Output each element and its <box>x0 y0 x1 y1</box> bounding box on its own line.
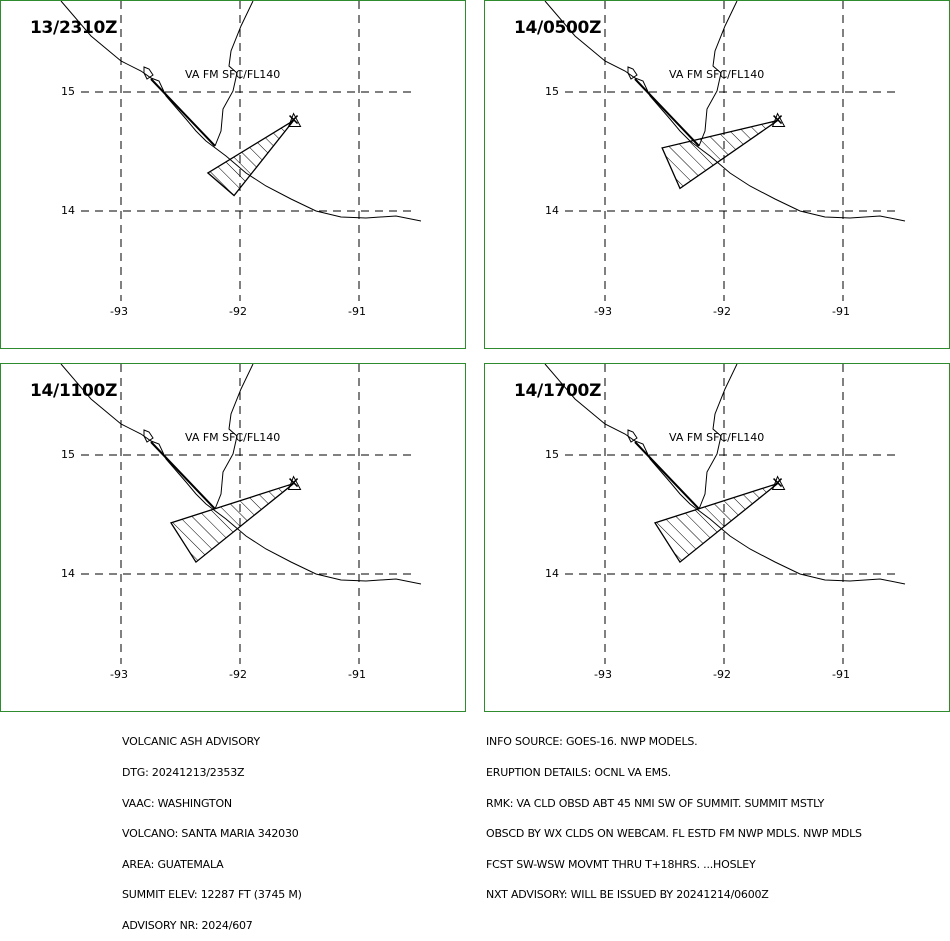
advisory-line: FCST SW-WSW MOVMT THRU T+18HRS. ...HOSLE… <box>486 857 756 871</box>
coast-inlet <box>627 429 638 443</box>
summit-x-icon <box>289 115 299 125</box>
advisory-line: VAAC: WASHINGTON <box>122 796 232 810</box>
volcano-triangle-icon <box>771 475 786 491</box>
advisory-right-block: INFO SOURCE: GOES-16. NWP MODELS. ERUPTI… <box>486 717 862 911</box>
panel-time-label: 14/1100Z <box>30 381 118 401</box>
latitude-label: 15 <box>61 448 75 461</box>
longitude-label: -91 <box>832 305 850 318</box>
ash-level-label: VA FM SFC/FL140 <box>185 431 281 444</box>
advisory-left-block: VOLCANIC ASH ADVISORY DTG: 20241213/2353… <box>122 717 302 941</box>
advisory-line: ADVISORY NR: 2024/607 <box>122 918 253 932</box>
longitude-label: -93 <box>110 305 128 318</box>
country-border <box>214 1 254 147</box>
map-canvas <box>544 1 906 301</box>
latitude-label: 15 <box>545 448 559 461</box>
forecast-panel: 14/1700Z VA FM SFC/FL140 15 14 -93 -92 -91 <box>484 363 950 712</box>
coastline <box>150 441 216 510</box>
coastline <box>60 364 422 585</box>
latitude-label: 14 <box>545 567 559 580</box>
advisory-line: ERUPTION DETAILS: OCNL VA EMS. <box>486 766 671 779</box>
map-canvas <box>544 364 906 664</box>
longitude-label: -91 <box>348 668 366 681</box>
ash-cloud-polygon <box>206 120 295 197</box>
coastline <box>544 364 906 585</box>
longitude-label: -93 <box>594 668 612 681</box>
advisory-line: AREA: GUATEMALA <box>122 857 224 871</box>
latitude-label: 14 <box>61 204 75 217</box>
country-border <box>698 364 738 510</box>
ash-cloud-polygon <box>653 482 778 564</box>
coastline <box>634 78 700 147</box>
longitude-label: -91 <box>832 668 850 681</box>
coast-inlet <box>627 66 638 80</box>
summit-x-icon <box>773 478 783 488</box>
coastline <box>150 78 216 147</box>
volcano-triangle-icon <box>287 475 302 491</box>
panel-time-label: 14/0500Z <box>514 18 602 38</box>
longitude-label: -93 <box>594 305 612 318</box>
country-border <box>698 1 738 147</box>
advisory-line: INFO SOURCE: GOES-16. NWP MODELS. <box>486 735 698 749</box>
map-canvas <box>60 1 422 301</box>
volcano-triangle-icon <box>771 112 786 128</box>
ash-cloud-polygon <box>169 482 294 564</box>
advisory-line: SUMMIT ELEV: 12287 FT (3745 M) <box>122 888 302 902</box>
forecast-panel: 13/2310Z VA FM SFC/FL140 15 14 -93 -92 -91 <box>0 0 466 349</box>
advisory-line: VOLCANIC ASH ADVISORY <box>122 735 260 749</box>
summit-x-icon <box>773 115 783 125</box>
longitude-label: -92 <box>229 668 247 681</box>
longitude-label: -91 <box>348 305 366 318</box>
latitude-label: 15 <box>61 85 75 98</box>
ash-cloud-polygon <box>661 119 778 190</box>
coastline <box>60 1 422 222</box>
ash-level-label: VA FM SFC/FL140 <box>669 68 765 81</box>
latitude-label: 14 <box>61 567 75 580</box>
longitude-label: -93 <box>110 668 128 681</box>
longitude-label: -92 <box>713 668 731 681</box>
advisory-line: OBSCD BY WX CLDS ON WEBCAM. FL ESTD FM N… <box>486 827 862 841</box>
forecast-panel: 14/1100Z VA FM SFC/FL140 15 14 -93 -92 -91 <box>0 363 466 712</box>
coastline <box>634 441 700 510</box>
summit-x-icon <box>289 478 299 488</box>
coast-inlet <box>143 429 154 443</box>
advisory-line: RMK: VA CLD OBSD ABT 45 NMI SW OF SUMMIT… <box>486 796 825 810</box>
map-canvas <box>60 364 422 664</box>
latitude-label: 14 <box>545 204 559 217</box>
advisory-line: DTG: 20241213/2353Z <box>122 766 245 779</box>
panel-time-label: 13/2310Z <box>30 18 118 38</box>
country-border <box>214 364 254 510</box>
latitude-label: 15 <box>545 85 559 98</box>
forecast-panel: 14/0500Z VA FM SFC/FL140 15 14 -93 -92 -91 <box>484 0 950 349</box>
ash-level-label: VA FM SFC/FL140 <box>669 431 765 444</box>
advisory-line: NXT ADVISORY: WILL BE ISSUED BY 20241214… <box>486 888 769 902</box>
longitude-label: -92 <box>713 305 731 318</box>
coast-inlet <box>143 66 154 80</box>
panel-time-label: 14/1700Z <box>514 381 602 401</box>
volcano-triangle-icon <box>287 112 302 128</box>
longitude-label: -92 <box>229 305 247 318</box>
ash-level-label: VA FM SFC/FL140 <box>185 68 281 81</box>
advisory-line: VOLCANO: SANTA MARIA 342030 <box>122 827 299 841</box>
